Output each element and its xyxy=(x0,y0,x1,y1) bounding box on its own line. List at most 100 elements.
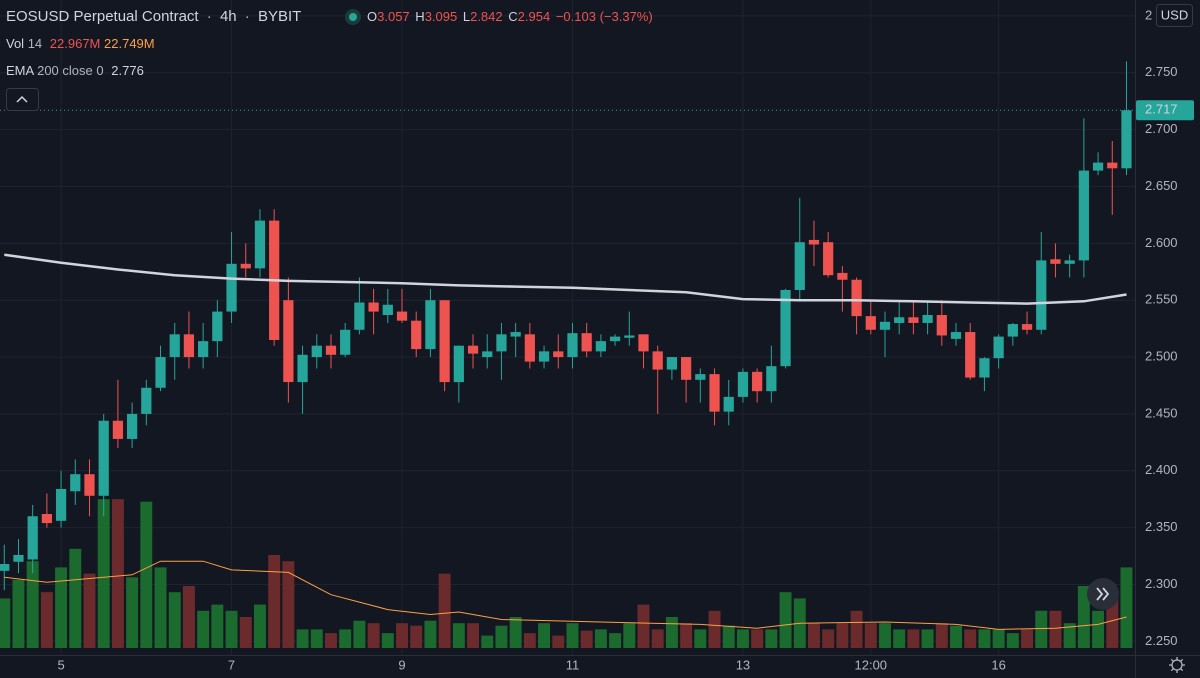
volume-bar xyxy=(325,633,337,648)
candle-body xyxy=(340,329,351,355)
candle-body xyxy=(695,374,706,380)
ohlc-value: 3.057 xyxy=(377,9,410,24)
volume-bar xyxy=(1120,567,1133,648)
candle-body xyxy=(70,474,81,492)
candle-body xyxy=(27,516,38,560)
candle-body xyxy=(808,239,820,245)
ohlc-value: 2.842 xyxy=(470,9,503,24)
candle-body xyxy=(368,302,379,312)
candle-body xyxy=(567,333,578,358)
candle-body xyxy=(851,279,862,317)
volume-bar xyxy=(111,499,124,648)
candle-body xyxy=(879,321,891,330)
volume-bar xyxy=(978,629,991,648)
volume-bar xyxy=(296,629,309,648)
candle-body xyxy=(823,242,834,276)
volume-bar xyxy=(225,610,238,648)
candle-body xyxy=(183,334,195,358)
x-tick-label: 7 xyxy=(228,657,235,672)
last-price-label: 2.717 xyxy=(1145,102,1178,117)
candle-body xyxy=(936,314,947,336)
candle-body xyxy=(595,341,606,352)
candle-body xyxy=(638,334,649,352)
volume-bar xyxy=(680,623,693,648)
volume-bar xyxy=(1021,629,1034,648)
volume-bar xyxy=(836,623,849,648)
separator: · xyxy=(245,8,250,25)
x-tick-label: 12:00 xyxy=(855,657,888,672)
volume-bar xyxy=(950,625,962,648)
volume-bar xyxy=(651,629,664,648)
volume-bar xyxy=(310,629,323,648)
candle-body xyxy=(837,272,848,280)
volume-bar xyxy=(268,555,281,648)
volume-bar xyxy=(736,629,749,648)
volume-bar xyxy=(182,586,195,648)
volume-bar xyxy=(637,604,650,648)
volume-bar xyxy=(694,629,707,648)
y-tick-label: 2.250 xyxy=(1145,633,1178,648)
volume-bar xyxy=(864,623,877,648)
y-tick-label: 2.700 xyxy=(1145,121,1178,136)
settings-icon-teeth[interactable] xyxy=(1169,657,1185,673)
currency-badge[interactable] xyxy=(1156,4,1193,27)
candle-body xyxy=(240,263,251,269)
ema-offset: 0 xyxy=(96,63,103,78)
volume-bar xyxy=(822,629,835,648)
ohlc-label: O xyxy=(367,9,377,24)
scroll-realtime-button[interactable] xyxy=(1087,578,1119,610)
volume-bar xyxy=(239,617,252,648)
volume-bar xyxy=(396,623,408,648)
candle-body xyxy=(538,351,550,362)
candle-body xyxy=(737,371,749,397)
candle-body xyxy=(396,311,408,321)
volume-value: 22.967M xyxy=(50,36,101,51)
volume-bar xyxy=(779,592,792,648)
volume-bar xyxy=(211,604,224,648)
volume-bar xyxy=(594,629,607,648)
volume-bar xyxy=(83,573,96,648)
x-tick-label: 13 xyxy=(736,657,750,672)
candle-body xyxy=(865,316,876,330)
scroll-icon[interactable] xyxy=(1096,587,1110,601)
y-tick-label: 2.550 xyxy=(1145,292,1178,307)
candle-body xyxy=(581,333,592,352)
candle-body xyxy=(169,334,180,358)
currency[interactable]: USD xyxy=(1161,7,1188,22)
y-tick-label: 2.500 xyxy=(1145,349,1178,364)
volume-length: 14 xyxy=(28,36,42,51)
candle-body xyxy=(453,345,464,383)
volume-bar xyxy=(722,625,735,648)
collapse-button[interactable] xyxy=(6,88,39,111)
ema-name: EMA xyxy=(6,63,35,78)
volume-bar xyxy=(452,623,465,648)
volume-bar xyxy=(935,623,948,648)
volume-bar xyxy=(964,629,977,648)
ohlc-label: H xyxy=(415,9,424,24)
volume-bar xyxy=(197,610,210,648)
volume-bar xyxy=(168,592,181,648)
candle-body xyxy=(13,554,24,562)
candle-body xyxy=(993,336,1004,359)
candle-body xyxy=(496,334,507,352)
candle-body xyxy=(112,420,124,439)
volume-bar xyxy=(1092,610,1105,648)
ema-legend: EMA 200 close 0 2.776 xyxy=(6,63,144,78)
candle-body xyxy=(382,304,393,315)
candle-body xyxy=(922,314,933,323)
collapse-button-box[interactable] xyxy=(6,88,39,111)
candle-body xyxy=(780,289,791,367)
volume-bar xyxy=(12,579,25,648)
candle-body xyxy=(894,317,905,323)
y-tick-label: 2.750 xyxy=(1145,64,1178,79)
settings-button[interactable] xyxy=(1169,657,1185,673)
collapse-icon[interactable] xyxy=(16,95,28,103)
candle-body xyxy=(254,220,266,269)
volume-bar xyxy=(26,561,39,648)
volume-bar xyxy=(992,629,1005,648)
candle-body xyxy=(55,488,67,521)
y-tick-label: 2.450 xyxy=(1145,405,1178,420)
symbol-legend: EOSUSD Perpetual Contract · 4h · BYBIT xyxy=(6,8,301,25)
candle-body xyxy=(41,513,52,524)
volume-bar xyxy=(1049,610,1062,648)
